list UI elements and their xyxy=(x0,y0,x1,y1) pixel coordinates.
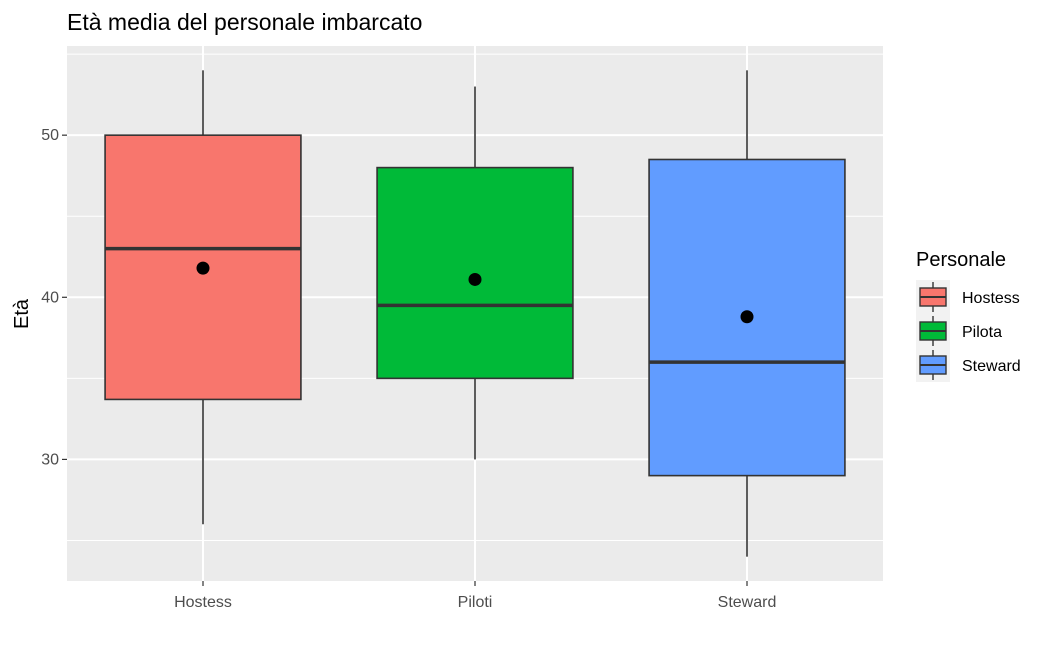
y-tick-label: 30 xyxy=(41,451,59,468)
mean-point xyxy=(740,310,754,324)
x-tick-label: Hostess xyxy=(174,594,232,611)
boxplots xyxy=(104,70,846,557)
x-axis: Hostess Piloti Steward xyxy=(174,581,776,611)
y-axis: 30 40 50 xyxy=(41,127,67,468)
x-tick-label: Piloti xyxy=(458,594,493,611)
boxplot-piloti xyxy=(376,86,574,460)
mean-point xyxy=(196,261,210,275)
legend-label: Hostess xyxy=(962,290,1020,307)
legend-label: Pilota xyxy=(962,324,1002,341)
mean-point xyxy=(468,272,482,286)
y-axis-label: Età xyxy=(11,298,33,329)
legend-entry-steward: Steward xyxy=(916,348,1021,382)
legend-label: Steward xyxy=(962,358,1021,375)
legend-entry-pilota: Pilota xyxy=(916,314,1002,348)
legend: Personale Hostess Pilota Steward xyxy=(916,249,1021,382)
y-tick-label: 50 xyxy=(41,127,59,144)
boxplot-hostess xyxy=(104,70,302,525)
legend-entry-hostess: Hostess xyxy=(916,280,1020,314)
y-tick-label: 40 xyxy=(41,289,59,306)
x-tick-label: Steward xyxy=(718,594,777,611)
boxplot-steward xyxy=(648,70,846,557)
chart-title: Età media del personale imbarcato xyxy=(67,9,422,35)
legend-title: Personale xyxy=(916,249,1006,271)
